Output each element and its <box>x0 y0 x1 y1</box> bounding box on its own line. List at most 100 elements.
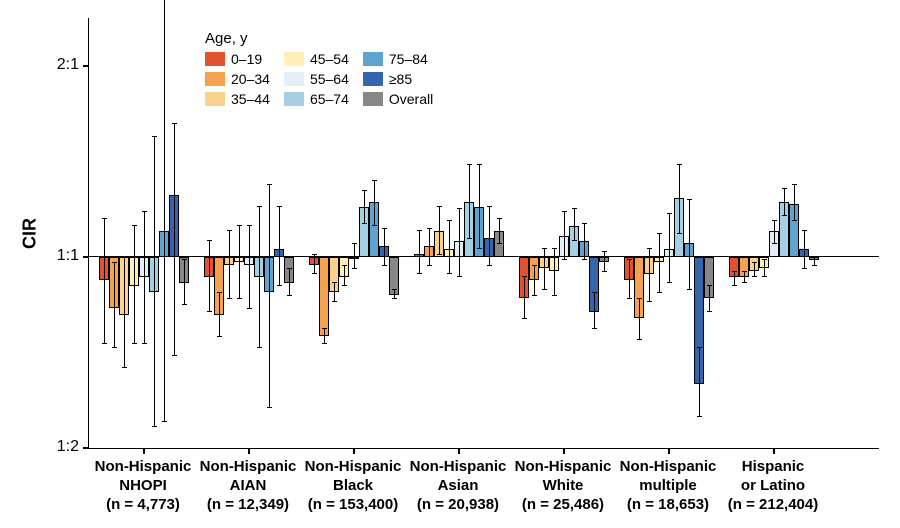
error-cap <box>697 416 702 417</box>
error-cap <box>227 230 232 231</box>
error-cap <box>277 206 282 207</box>
error-cap <box>342 285 347 286</box>
error-cap <box>217 336 222 337</box>
error-bar <box>289 268 290 295</box>
error-bar <box>419 231 420 274</box>
error-cap <box>457 208 462 209</box>
error-cap <box>497 243 502 244</box>
error-cap <box>752 276 757 277</box>
error-bar <box>334 283 335 302</box>
error-cap <box>257 347 262 348</box>
legend-item: ≥85 <box>363 71 433 87</box>
error-bar <box>344 265 345 286</box>
error-bar <box>489 207 490 266</box>
error-cap <box>417 230 422 231</box>
error-cap <box>752 262 757 263</box>
error-bar <box>279 207 280 286</box>
error-bar <box>604 251 605 271</box>
error-bar <box>764 260 765 277</box>
error-cap <box>152 426 157 427</box>
error-cap <box>417 273 422 274</box>
error-bar <box>429 228 430 265</box>
error-bar <box>124 257 125 367</box>
error-bar <box>229 231 230 299</box>
error-bar <box>174 124 175 355</box>
error-bar <box>804 231 805 269</box>
error-bar <box>669 214 670 283</box>
x-tick <box>248 448 250 454</box>
error-bar <box>524 277 525 319</box>
error-cap <box>382 228 387 229</box>
y-axis-label: CIR <box>20 214 41 254</box>
error-cap <box>792 184 797 185</box>
error-cap <box>772 243 777 244</box>
error-cap <box>217 292 222 293</box>
error-cap <box>497 218 502 219</box>
error-cap <box>132 343 137 344</box>
error-bar <box>689 200 690 289</box>
error-cap <box>592 292 597 293</box>
legend-label: 35–44 <box>231 91 270 107</box>
error-cap <box>132 225 137 226</box>
legend-item: 75–84 <box>363 51 433 67</box>
error-cap <box>762 259 767 260</box>
y-tick-label: 1:2 <box>43 438 79 456</box>
error-cap <box>287 268 292 269</box>
error-cap <box>237 225 242 226</box>
error-bar <box>554 249 555 296</box>
error-cap <box>427 228 432 229</box>
error-cap <box>522 318 527 319</box>
legend-swatch <box>284 52 304 66</box>
legend-swatch <box>284 72 304 86</box>
error-cap <box>572 240 577 241</box>
error-cap <box>477 164 482 165</box>
error-cap <box>582 223 587 224</box>
error-cap <box>182 259 187 260</box>
error-cap <box>697 347 702 348</box>
error-cap <box>237 298 242 299</box>
legend-item: 0–19 <box>205 51 270 67</box>
error-cap <box>267 407 272 408</box>
error-cap <box>152 136 157 137</box>
error-cap <box>352 268 357 269</box>
error-cap <box>392 298 397 299</box>
error-cap <box>372 225 377 226</box>
error-cap <box>602 251 607 252</box>
error-cap <box>322 343 327 344</box>
error-cap <box>627 298 632 299</box>
legend-label: 45–54 <box>310 51 349 67</box>
error-bar <box>784 189 785 216</box>
error-cap <box>707 285 712 286</box>
error-cap <box>447 220 452 221</box>
x-tick <box>668 448 670 454</box>
error-cap <box>812 256 817 257</box>
y-tick <box>83 65 89 67</box>
error-cap <box>637 339 642 340</box>
error-cap <box>802 230 807 231</box>
error-bar <box>679 164 680 233</box>
error-cap <box>562 259 567 260</box>
error-cap <box>657 292 662 293</box>
error-cap <box>602 271 607 272</box>
error-bar <box>469 164 470 238</box>
x-tick <box>773 448 775 454</box>
error-cap <box>122 367 127 368</box>
x-group-label: Non-Hispanicmultiple(n = 18,653) <box>610 458 726 514</box>
error-cap <box>362 223 367 224</box>
error-bar <box>459 209 460 277</box>
x-group-label: Non-HispanicBlack(n = 153,400) <box>295 458 411 514</box>
error-bar <box>144 211 145 343</box>
error-bar <box>594 292 595 329</box>
error-bar <box>184 260 185 305</box>
error-cap <box>792 220 797 221</box>
legend-swatch <box>363 72 383 86</box>
error-cap <box>322 328 327 329</box>
legend-item: Overall <box>363 91 433 107</box>
legend-label: 20–34 <box>231 71 270 87</box>
error-cap <box>552 248 557 249</box>
legend-item: 45–54 <box>284 51 349 67</box>
legend-title: Age, y <box>205 30 433 47</box>
error-cap <box>142 343 147 344</box>
error-bar <box>564 211 565 259</box>
error-bar <box>269 185 270 408</box>
